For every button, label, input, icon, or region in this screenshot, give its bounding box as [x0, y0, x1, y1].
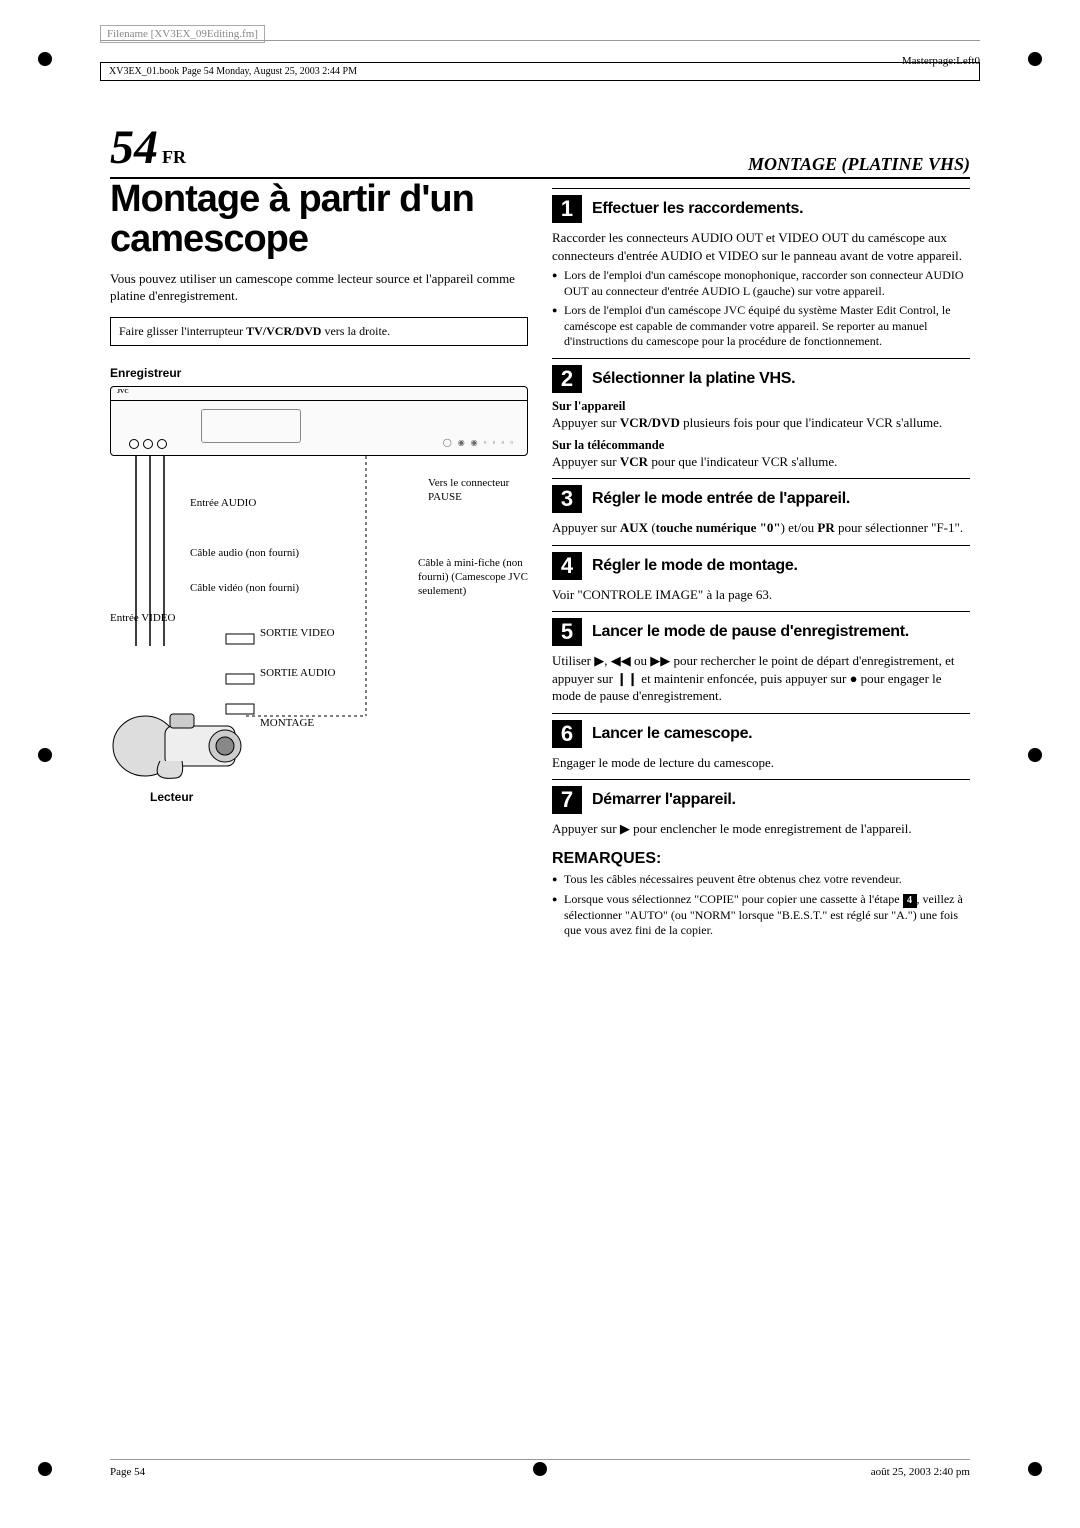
step-title: Lancer le mode de pause d'enregistrement… [592, 623, 909, 641]
main-title: Montage à partir d'un camescope [110, 180, 528, 260]
step-3-header: 3 Régler le mode entrée de l'appareil. [552, 478, 970, 513]
left-column: Montage à partir d'un camescope Vous pou… [110, 180, 528, 943]
camcorder-illustration [110, 696, 260, 786]
page-header: 54FR MONTAGE (PLATINE VHS) [110, 120, 970, 179]
step-number: 1 [552, 195, 582, 223]
step-5-body: Utiliser ▶, ◀◀ ou ▶▶ pour rechercher le … [552, 652, 970, 705]
crop-mark [1020, 1454, 1050, 1484]
step-number: 3 [552, 485, 582, 513]
step-4-body: Voir "CONTROLE IMAGE" à la page 63. [552, 586, 970, 604]
right-column: 1 Effectuer les raccordements. Raccorder… [552, 180, 970, 943]
footer-page: Page 54 [110, 1466, 145, 1478]
switch-suffix: vers la droite. [321, 324, 390, 338]
step-2-sub2: Sur la télécommande [552, 438, 970, 453]
step-3-body: Appuyer sur AUX (touche numérique "0") e… [552, 519, 970, 537]
label-entree-audio: Entrée AUDIO [190, 496, 256, 510]
crop-mark [1020, 44, 1050, 74]
step-4-header: 4 Régler le mode de montage. [552, 545, 970, 580]
remarks-heading: REMARQUES: [552, 850, 970, 868]
crop-mark [1020, 740, 1050, 770]
switch-prefix: Faire glisser l'interrupteur [119, 324, 246, 338]
label-cable-video: Câble vidéo (non fourni) [190, 581, 299, 595]
intro-text: Vous pouvez utiliser un camescope comme … [110, 270, 528, 305]
recorder-label: Enregistreur [110, 366, 528, 380]
remark-item: Lorsque vous sélectionnez "COPIE" pour c… [552, 892, 970, 939]
label-montage: MONTAGE [260, 716, 314, 730]
step-2-sub1: Sur l'appareil [552, 399, 970, 414]
step-7-header: 7 Démarrer l'appareil. [552, 779, 970, 814]
header-rule [100, 40, 980, 41]
step-number: 6 [552, 720, 582, 748]
label-sortie-video: SORTIE VIDEO [260, 626, 335, 640]
step-number: 5 [552, 618, 582, 646]
step-title: Lancer le camescope. [592, 725, 752, 743]
bullet-item: Lors de l'emploi d'un caméscope JVC équi… [552, 303, 970, 350]
step-title: Régler le mode entrée de l'appareil. [592, 490, 850, 508]
step-title: Régler le mode de montage. [592, 557, 798, 575]
remarks-list: Tous les câbles nécessaires peuvent être… [552, 872, 970, 939]
label-cable-minifiche: Câble à mini-fiche (non fourni) (Camesco… [418, 556, 528, 599]
step-number: 7 [552, 786, 582, 814]
bullet-item: Lors de l'emploi d'un caméscope monophon… [552, 268, 970, 299]
step-1-body: Raccorder les connecteurs AUDIO OUT et V… [552, 229, 970, 264]
label-cable-audio: Câble audio (non fourni) [190, 546, 299, 560]
step-1-header: 1 Effectuer les raccordements. [552, 188, 970, 223]
book-info-bar: XV3EX_01.book Page 54 Monday, August 25,… [100, 62, 980, 81]
section-heading: MONTAGE (PLATINE VHS) [748, 154, 970, 175]
step-number: 4 [552, 552, 582, 580]
footer-date: août 25, 2003 2:40 pm [871, 1466, 970, 1478]
step-2-body2: Appuyer sur VCR pour que l'indicateur VC… [552, 453, 970, 471]
switch-bold: TV/VCR/DVD [246, 324, 321, 338]
vcr-outline: ◯ ◉ ◉ ▫ ▫ ▫ ▫ JVC [110, 386, 528, 456]
step-6-body: Engager le mode de lecture du camescope. [552, 754, 970, 772]
step-1-bullets: Lors de l'emploi d'un caméscope monophon… [552, 268, 970, 350]
switch-instruction-box: Faire glisser l'interrupteur TV/VCR/DVD … [110, 317, 528, 346]
book-info-text: XV3EX_01.book Page 54 Monday, August 25,… [109, 66, 357, 77]
step-2-body1: Appuyer sur VCR/DVD plusieurs fois pour … [552, 414, 970, 432]
masterpage-label: Masterpage:Left0 [902, 55, 980, 67]
crop-mark [30, 1454, 60, 1484]
step-title: Effectuer les raccordements. [592, 200, 803, 218]
step-number: 2 [552, 365, 582, 393]
step-2-header: 2 Sélectionner la platine VHS. [552, 358, 970, 393]
connection-diagram: ◯ ◉ ◉ ▫ ▫ ▫ ▫ JVC Entrée AUDIO Câble aud… [110, 386, 528, 806]
page-number: 54 [110, 121, 158, 174]
step-6-header: 6 Lancer le camescope. [552, 713, 970, 748]
step-title: Sélectionner la platine VHS. [592, 370, 795, 388]
crop-mark [30, 44, 60, 74]
page-lang: FR [162, 147, 186, 167]
label-entree-video: Entrée VIDEO [110, 611, 175, 625]
crop-mark [30, 740, 60, 770]
label-vers-connecteur: Vers le connecteur PAUSE [428, 476, 518, 505]
remark-item: Tous les câbles nécessaires peuvent être… [552, 872, 970, 888]
step-7-body: Appuyer sur ▶ pour enclencher le mode en… [552, 820, 970, 838]
label-sortie-audio: SORTIE AUDIO [260, 666, 335, 680]
page-footer: Page 54 août 25, 2003 2:40 pm [110, 1459, 970, 1478]
step-5-header: 5 Lancer le mode de pause d'enregistreme… [552, 611, 970, 646]
step-title: Démarrer l'appareil. [592, 791, 736, 809]
lecteur-label: Lecteur [150, 790, 193, 806]
